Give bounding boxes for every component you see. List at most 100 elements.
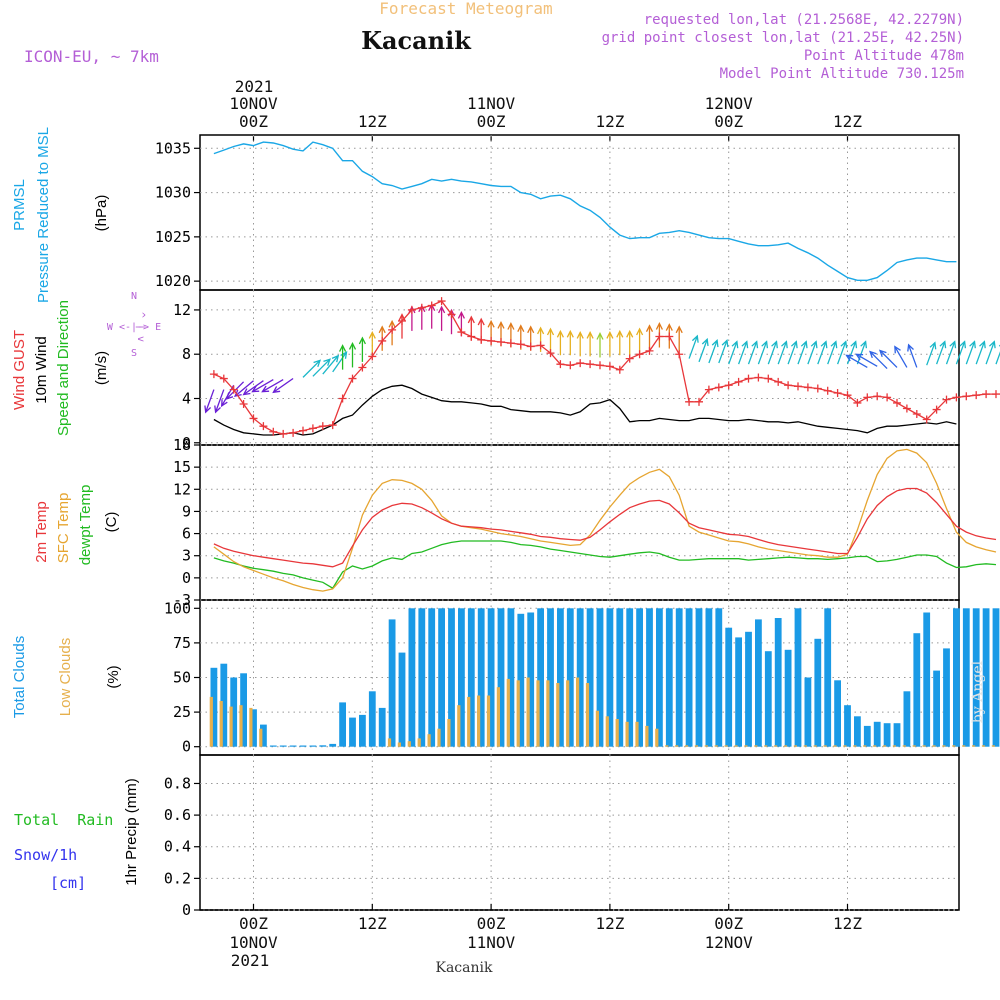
total-cloud-bar bbox=[408, 608, 416, 747]
wind-arrow-head bbox=[771, 340, 778, 349]
temperature-ytick-label: 0 bbox=[182, 569, 191, 587]
temp-sfc-label: SFC Temp bbox=[55, 493, 72, 564]
low-cloud-bar bbox=[417, 738, 421, 747]
total-cloud-bar bbox=[537, 608, 544, 747]
wind-gust-marker bbox=[625, 354, 634, 363]
wind-arrow-head bbox=[331, 354, 340, 363]
temperature-ytick-label: 3 bbox=[182, 547, 191, 565]
wind-gust-marker bbox=[457, 328, 466, 337]
top-axis-time-label: 12Z bbox=[833, 112, 862, 131]
wind-arrow-head bbox=[388, 319, 396, 328]
total-cloud-bar bbox=[388, 619, 396, 747]
wind-gust-marker bbox=[605, 362, 614, 371]
wind-arrow-head bbox=[691, 334, 699, 343]
total-cloud-bar bbox=[448, 608, 455, 747]
total-cloud-bar bbox=[646, 608, 653, 747]
total-cloud-bar bbox=[863, 725, 871, 747]
low-cloud-bar bbox=[793, 745, 797, 747]
wind-arrow-shaft bbox=[226, 381, 245, 400]
wind-arrow-shaft bbox=[836, 341, 847, 365]
wind-arrow-shaft bbox=[728, 341, 738, 365]
wind-arrow-head bbox=[855, 353, 864, 361]
total-cloud-bar bbox=[953, 608, 960, 747]
wind-panel-frame bbox=[199, 289, 960, 446]
watermark: by Angel bbox=[970, 660, 986, 723]
low-cloud-bar bbox=[952, 745, 956, 747]
wind-arrow-shaft bbox=[322, 355, 339, 375]
precip-snow-label: Snow/1h bbox=[14, 846, 77, 864]
temp-2m-label: 2m Temp bbox=[33, 501, 50, 562]
total-cloud-bar bbox=[636, 608, 643, 747]
total-cloud-bar bbox=[705, 608, 713, 747]
total-cloud-bar bbox=[487, 608, 495, 747]
wind-ytick-label: 0 bbox=[182, 434, 191, 452]
total-cloud-bar bbox=[507, 608, 515, 747]
wind-arrow-shaft bbox=[846, 341, 857, 365]
wind-gust-marker bbox=[932, 405, 941, 414]
low-cloud-bar bbox=[764, 745, 768, 747]
wind-gust-line bbox=[213, 300, 996, 435]
wind-arrow-shaft bbox=[747, 341, 758, 365]
low-cloud-bar bbox=[219, 701, 223, 747]
wind-gust-marker bbox=[655, 332, 664, 341]
total-cloud-bar bbox=[428, 608, 436, 747]
wind-arrow-head bbox=[438, 305, 446, 314]
low-cloud-bar bbox=[516, 680, 520, 747]
total-cloud-bar bbox=[824, 608, 832, 747]
wind-arrow-shaft bbox=[907, 344, 918, 368]
wind-unit: (m/s) bbox=[93, 351, 110, 385]
wind-gust-marker bbox=[497, 338, 505, 347]
wind-arrow-head bbox=[869, 350, 877, 359]
grid-point-coords: grid point closest lon,lat (21.25E, 42.2… bbox=[602, 30, 964, 46]
total-cloud-bar bbox=[269, 745, 277, 747]
temperature-ytick-label: 15 bbox=[173, 458, 191, 476]
wind-ytick-label: 4 bbox=[182, 390, 191, 408]
total-cloud-bar bbox=[349, 717, 356, 747]
wind-gust-marker bbox=[922, 415, 931, 424]
temperature-ytick-label: -3 bbox=[173, 591, 191, 609]
wind-arrow-shaft bbox=[757, 341, 768, 365]
precip-panel-frame bbox=[199, 754, 960, 911]
wind-arrow-head bbox=[830, 340, 838, 349]
wind-gust-marker bbox=[487, 336, 496, 345]
wind-arrow-head bbox=[204, 405, 212, 414]
wind-gust-marker bbox=[615, 365, 624, 374]
wind-arrow-head bbox=[497, 320, 505, 329]
wind-gust-marker bbox=[902, 404, 911, 413]
wind-10m-line bbox=[213, 384, 957, 436]
wind-10m-label: 10m Wind bbox=[33, 336, 50, 404]
wind-gust-marker bbox=[803, 383, 812, 392]
wind-gust-marker bbox=[794, 382, 802, 391]
wind-arrow-head bbox=[576, 330, 584, 339]
total-cloud-bar bbox=[220, 663, 228, 747]
wind-arrow-shaft bbox=[935, 341, 946, 365]
total-cloud-bar bbox=[834, 680, 841, 747]
total-cloud-bar bbox=[368, 691, 376, 747]
grid-layer bbox=[200, 135, 959, 911]
total-cloud-bar bbox=[467, 608, 475, 747]
bottom-axis-date-label: 12NOV bbox=[705, 933, 754, 952]
total-cloud-bar bbox=[260, 724, 267, 747]
wind-gust-marker bbox=[308, 424, 317, 433]
low-cloud-bar bbox=[892, 745, 896, 747]
precip-ytick-label: 0.2 bbox=[164, 869, 191, 887]
wind-arrow-head bbox=[457, 310, 465, 319]
wind-arrow-head bbox=[546, 327, 555, 336]
wind-gust-marker bbox=[586, 360, 595, 369]
total-cloud-bar bbox=[240, 673, 247, 747]
wind-gust-marker bbox=[209, 370, 218, 379]
low-cloud-bar bbox=[972, 745, 976, 747]
low-cloud-bar bbox=[932, 745, 936, 747]
bottom-axis-date-label: 11NOV bbox=[467, 933, 516, 952]
precip-ytick-label: 0 bbox=[182, 901, 191, 919]
wind-gust-marker bbox=[338, 394, 347, 403]
y-axis-layer: 102010251030103504812-303691215180255075… bbox=[155, 139, 200, 919]
low-cloud-bar bbox=[724, 745, 728, 747]
wind-arrow-head bbox=[251, 385, 260, 393]
wind-gust-marker bbox=[348, 374, 357, 383]
total-cloud-bar bbox=[329, 743, 337, 747]
total-cloud-bar bbox=[319, 745, 327, 747]
wind-gust-marker bbox=[358, 363, 367, 372]
